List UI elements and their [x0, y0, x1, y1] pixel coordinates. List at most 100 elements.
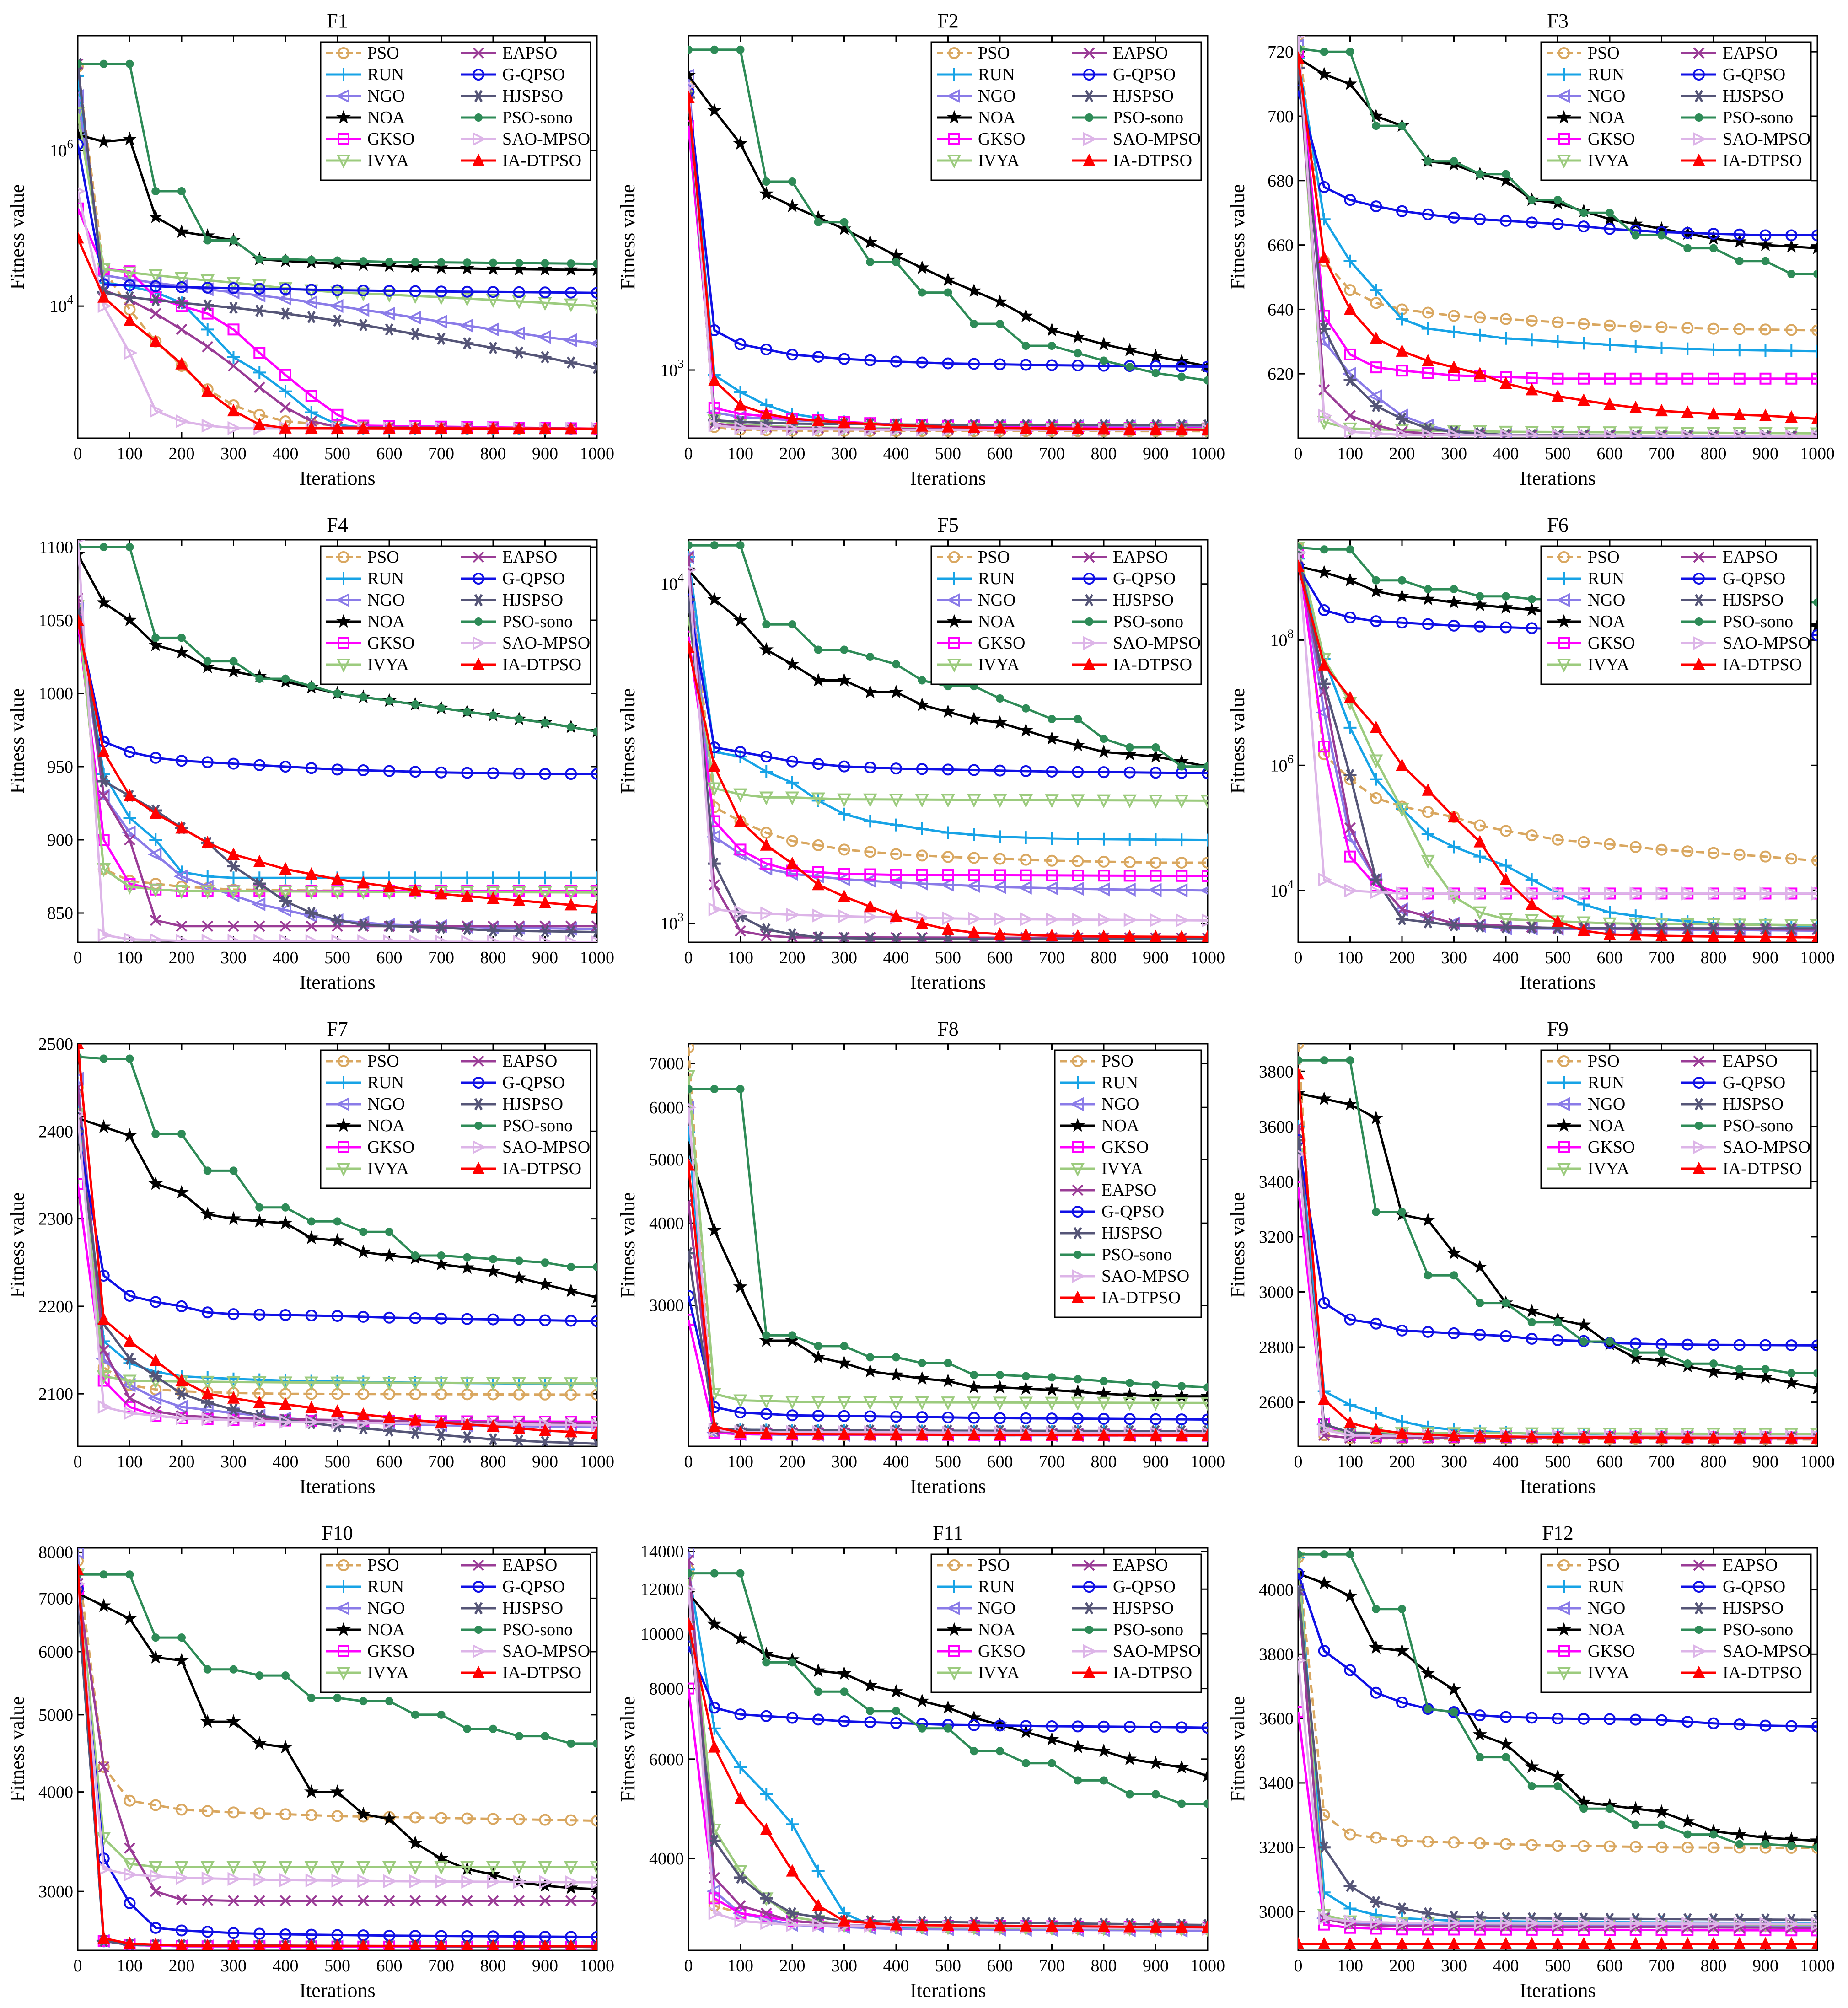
x-tick-label: 900 — [1143, 444, 1169, 463]
x-tick-label: 300 — [831, 948, 857, 967]
point-pso-sono — [814, 645, 822, 654]
point-noa — [564, 1283, 578, 1297]
point-pso — [838, 843, 850, 856]
legend-marker-pso-sono — [474, 113, 483, 122]
point-pso — [1344, 284, 1356, 296]
point-ia-dtpso — [708, 1740, 721, 1753]
point-g-qpso — [1150, 1413, 1162, 1425]
legend-marker-gkso — [948, 1645, 960, 1657]
y-tick-label: 680 — [1268, 172, 1294, 191]
point-g-qpso — [1370, 1317, 1382, 1330]
x-tick-label: 600 — [376, 444, 403, 463]
point-ivya — [1096, 794, 1111, 809]
point-g-qpso — [331, 763, 344, 776]
point-g-qpso — [591, 1315, 597, 1327]
point-ia-dtpso — [97, 1931, 110, 1944]
point-ngo — [147, 1391, 162, 1406]
point-pso-sono — [541, 259, 549, 268]
point-ia-dtpso — [1707, 1430, 1720, 1444]
x-tick-label: 600 — [1597, 1452, 1623, 1471]
x-tick-label: 700 — [428, 948, 454, 967]
point-pso-sono — [385, 1228, 393, 1236]
x-tick-label: 600 — [1597, 444, 1623, 463]
point-sao-mpso — [688, 82, 697, 90]
point-sao-mpso — [124, 346, 138, 360]
point-sao-mpso — [1604, 886, 1618, 901]
legend-marker-gkso — [1558, 133, 1570, 145]
point-noa — [97, 1598, 111, 1612]
point-noa — [707, 1223, 722, 1237]
point-noa — [408, 1835, 423, 1849]
point-ia-dtpso — [890, 1427, 903, 1440]
point-ia-dtpso — [1759, 408, 1772, 421]
point-g-qpso — [176, 755, 188, 767]
point-g-qpso — [539, 768, 551, 780]
point-ia-dtpso — [1071, 421, 1084, 435]
y-axis-label: Fitness value — [617, 1697, 639, 1802]
point-ia-dtpso — [1629, 400, 1642, 413]
point-sao-mpso — [1811, 886, 1817, 901]
point-pso — [1655, 1841, 1668, 1853]
point-ivya — [460, 1861, 474, 1875]
point-g-qpso — [1020, 765, 1032, 777]
x-tick-label: 1000 — [580, 948, 614, 967]
legend-entry-pso-sono: PSO-sono — [1113, 1620, 1183, 1639]
legend-entry-g-qpso: G-QPSO — [1723, 1073, 1785, 1092]
point-pso-sono — [1125, 363, 1134, 371]
legend-marker-ivya — [336, 155, 351, 169]
legend-marker-ivya — [1557, 1667, 1571, 1681]
point-noa — [278, 1740, 293, 1754]
y-axis-label: Fitness value — [617, 184, 639, 290]
y-tick-label: 5000 — [38, 1706, 73, 1725]
x-tick-label: 500 — [935, 1956, 961, 1976]
point-pso-sono — [970, 320, 978, 328]
legend-marker-ngo — [1556, 1601, 1570, 1616]
point-ia-dtpso — [97, 1312, 110, 1325]
point-noa — [1096, 744, 1111, 758]
x-tick-label: 900 — [1752, 1452, 1778, 1471]
point-noa — [590, 1290, 597, 1304]
legend-marker-ivya — [947, 1667, 962, 1681]
point-ia-dtpso — [1759, 1937, 1772, 1949]
point-g-qpso — [1474, 1709, 1486, 1722]
point-noa — [148, 637, 163, 651]
point-run — [1577, 898, 1590, 911]
point-pso-sono — [1021, 1372, 1030, 1380]
point-pso — [1448, 310, 1460, 322]
x-tick-label: 900 — [532, 948, 558, 967]
point-hjspso — [1421, 1907, 1434, 1920]
point-pso — [591, 1389, 597, 1401]
point-sao-mpso — [1629, 1917, 1644, 1931]
legend-marker-eapso — [1083, 1559, 1095, 1571]
legend-entry-run: RUN — [367, 1577, 404, 1596]
point-hjspso — [1447, 919, 1461, 932]
point-sao-mpso — [734, 905, 748, 919]
point-noa — [1343, 1097, 1358, 1111]
point-pso — [1578, 836, 1590, 848]
point-ia-dtpso — [253, 417, 266, 430]
point-pso — [1708, 847, 1719, 859]
point-hjspso — [227, 301, 240, 314]
point-hjspso — [811, 931, 825, 942]
point-noa — [733, 1279, 748, 1293]
point-pso — [916, 849, 928, 862]
point-ivya — [226, 885, 241, 899]
point-pso-sono — [1320, 1056, 1328, 1065]
x-tick-label: 200 — [169, 1452, 195, 1471]
point-hjspso — [435, 1428, 448, 1441]
legend-marker-pso — [338, 47, 349, 59]
point-ia-dtpso — [331, 1404, 344, 1417]
x-tick-label: 700 — [1649, 1452, 1675, 1471]
legend-entry-run: RUN — [1588, 1577, 1624, 1596]
point-ia-dtpso — [409, 421, 422, 434]
y-tick-label: 620 — [1268, 365, 1294, 384]
x-tick-label: 900 — [1143, 948, 1169, 967]
point-pso-sono — [1657, 1348, 1666, 1357]
point-g-qpso — [1526, 216, 1538, 229]
point-pso — [565, 1814, 577, 1826]
point-eapso — [228, 920, 239, 932]
legend-marker-pso-sono — [474, 1626, 483, 1634]
point-ngo — [485, 322, 499, 337]
x-tick-label: 1000 — [580, 444, 614, 463]
legend: PSORUNNGONOAGKSOIVYAEAPSOG-QPSOHJSPSOPSO… — [1540, 1049, 1812, 1189]
